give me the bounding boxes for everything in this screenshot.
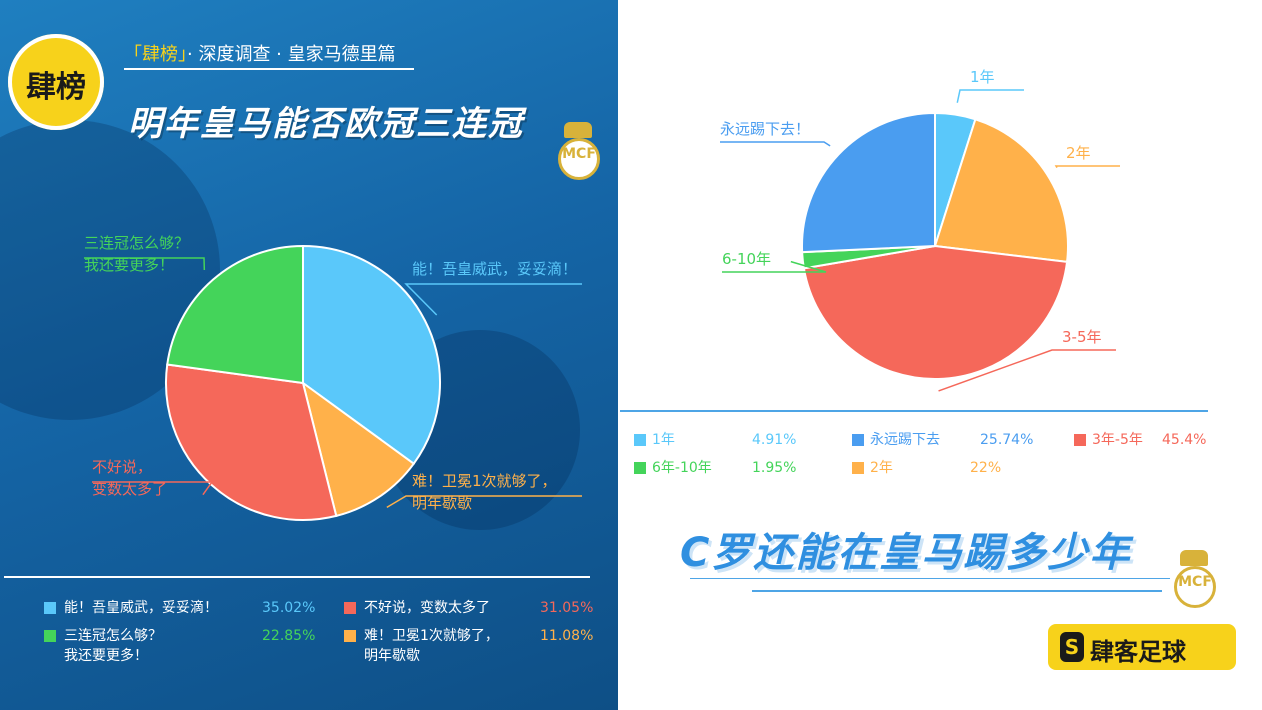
subtitle-rest: · 深度调查 · 皇家马德里篇	[187, 44, 396, 65]
left-pie-leader-3	[84, 257, 206, 271]
left-pie-label-2: 不好说，	[92, 458, 153, 476]
left-pie-leader-0	[404, 283, 582, 316]
brand-name: 肆客足球	[1090, 638, 1186, 666]
legend-value: 45.4%	[1162, 432, 1207, 448]
legend-label-line2: 明年歇歇	[364, 648, 420, 664]
brand-badge: S 肆客足球	[1048, 624, 1236, 670]
left-pie-slice-1	[301, 380, 416, 518]
crest-ring	[558, 138, 600, 180]
legend-value: 31.05%	[540, 600, 594, 616]
legend-swatch	[634, 434, 646, 446]
left-pie-label-3: 我还要更多！	[84, 256, 175, 274]
right-pie-slice-4	[801, 111, 936, 254]
real-madrid-crest-icon: MCF	[556, 122, 600, 182]
right-divider	[620, 410, 1208, 412]
left-pie-slice-3	[166, 244, 304, 385]
left-pie-leader-2	[92, 481, 214, 496]
left-pie-slice-2	[165, 363, 338, 521]
right-pie-leader-4	[720, 141, 831, 147]
left-pie-label-1: 难！卫冕1次就够了，	[412, 472, 557, 490]
right-pie-leader-1	[1054, 165, 1120, 169]
left-pie-label-0: 能！吾皇威武，妥妥滴！	[412, 260, 578, 278]
legend-swatch	[44, 602, 56, 614]
legend-value: 11.08%	[540, 628, 594, 644]
legend-label: 难！卫冕1次就够了，	[364, 628, 499, 644]
real-madrid-crest-icon-right: MCF	[1172, 550, 1216, 610]
badge-text: 肆榜	[26, 70, 86, 105]
legend-label: 2年	[870, 460, 893, 476]
right-pie-label-2: 3-5年	[1062, 328, 1102, 346]
left-pie-slice-0	[302, 244, 441, 466]
legend-value: 22%	[970, 460, 1002, 476]
crest-crown	[1180, 550, 1208, 566]
legend-label: 3年-5年	[1092, 432, 1143, 448]
crest-letters: MCF	[1178, 574, 1212, 590]
right-pie-label-1: 2年	[1066, 144, 1091, 162]
left-chart-title: 明年皇马能否欧冠三连冠	[128, 104, 524, 144]
crest-letters: MCF	[562, 146, 596, 162]
right-pie-slice-1	[933, 118, 1069, 264]
right-pie-leader-0	[956, 89, 1024, 103]
right-title-underline-thin	[690, 578, 1170, 579]
right-pie-leader-2	[938, 349, 1116, 392]
right-pie-label-3: 6-10年	[722, 250, 772, 268]
right-title-underline	[752, 590, 1162, 592]
right-chart-title: C罗还能在皇马踢多少年	[680, 530, 1132, 576]
left-pie-leader-1	[386, 495, 582, 509]
right-pie-slice-2	[802, 244, 1069, 380]
legend-label: 1年	[652, 432, 675, 448]
legend-label: 三连冠怎么够？	[64, 628, 162, 644]
right-pie-label-4: 永远踢下去！	[720, 120, 811, 138]
legend-label-line2: 我还要更多！	[64, 648, 148, 664]
legend-swatch	[852, 462, 864, 474]
subtitle-underline	[124, 68, 414, 70]
legend-label: 永远踢下去	[870, 432, 940, 448]
legend-value: 22.85%	[262, 628, 316, 644]
legend-swatch	[344, 630, 356, 642]
right-pie-label-0: 1年	[970, 68, 995, 86]
legend-swatch	[1074, 434, 1086, 446]
subtitle-highlight: 「肆榜」	[124, 44, 187, 65]
brand-logo-icon: S	[1060, 632, 1084, 662]
crest-ring	[1174, 566, 1216, 608]
crest-crown	[564, 122, 592, 138]
legend-value: 25.74%	[980, 432, 1034, 448]
legend-value: 35.02%	[262, 600, 316, 616]
legend-swatch	[344, 602, 356, 614]
subtitle: 「肆榜」· 深度调查 · 皇家马德里篇	[124, 40, 396, 66]
legend-label: 不好说，变数太多了	[364, 600, 490, 616]
left-pie-label-3: 三连冠怎么够？	[84, 234, 190, 252]
right-pie-leader-3	[722, 260, 827, 273]
legend-swatch	[44, 630, 56, 642]
legend-swatch	[852, 434, 864, 446]
legend-value: 4.91%	[752, 432, 797, 448]
badge-logo: 肆榜	[8, 34, 104, 130]
legend-label: 6年-10年	[652, 460, 712, 476]
left-pie-label-1: 明年歇歇	[412, 494, 473, 512]
left-legend-divider	[4, 576, 590, 578]
legend-swatch	[634, 462, 646, 474]
legend-label: 能！吾皇威武，妥妥滴！	[64, 600, 218, 616]
legend-value: 1.95%	[752, 460, 797, 476]
left-pie-label-2: 变数太多了	[92, 480, 168, 498]
left-panel	[0, 0, 618, 710]
